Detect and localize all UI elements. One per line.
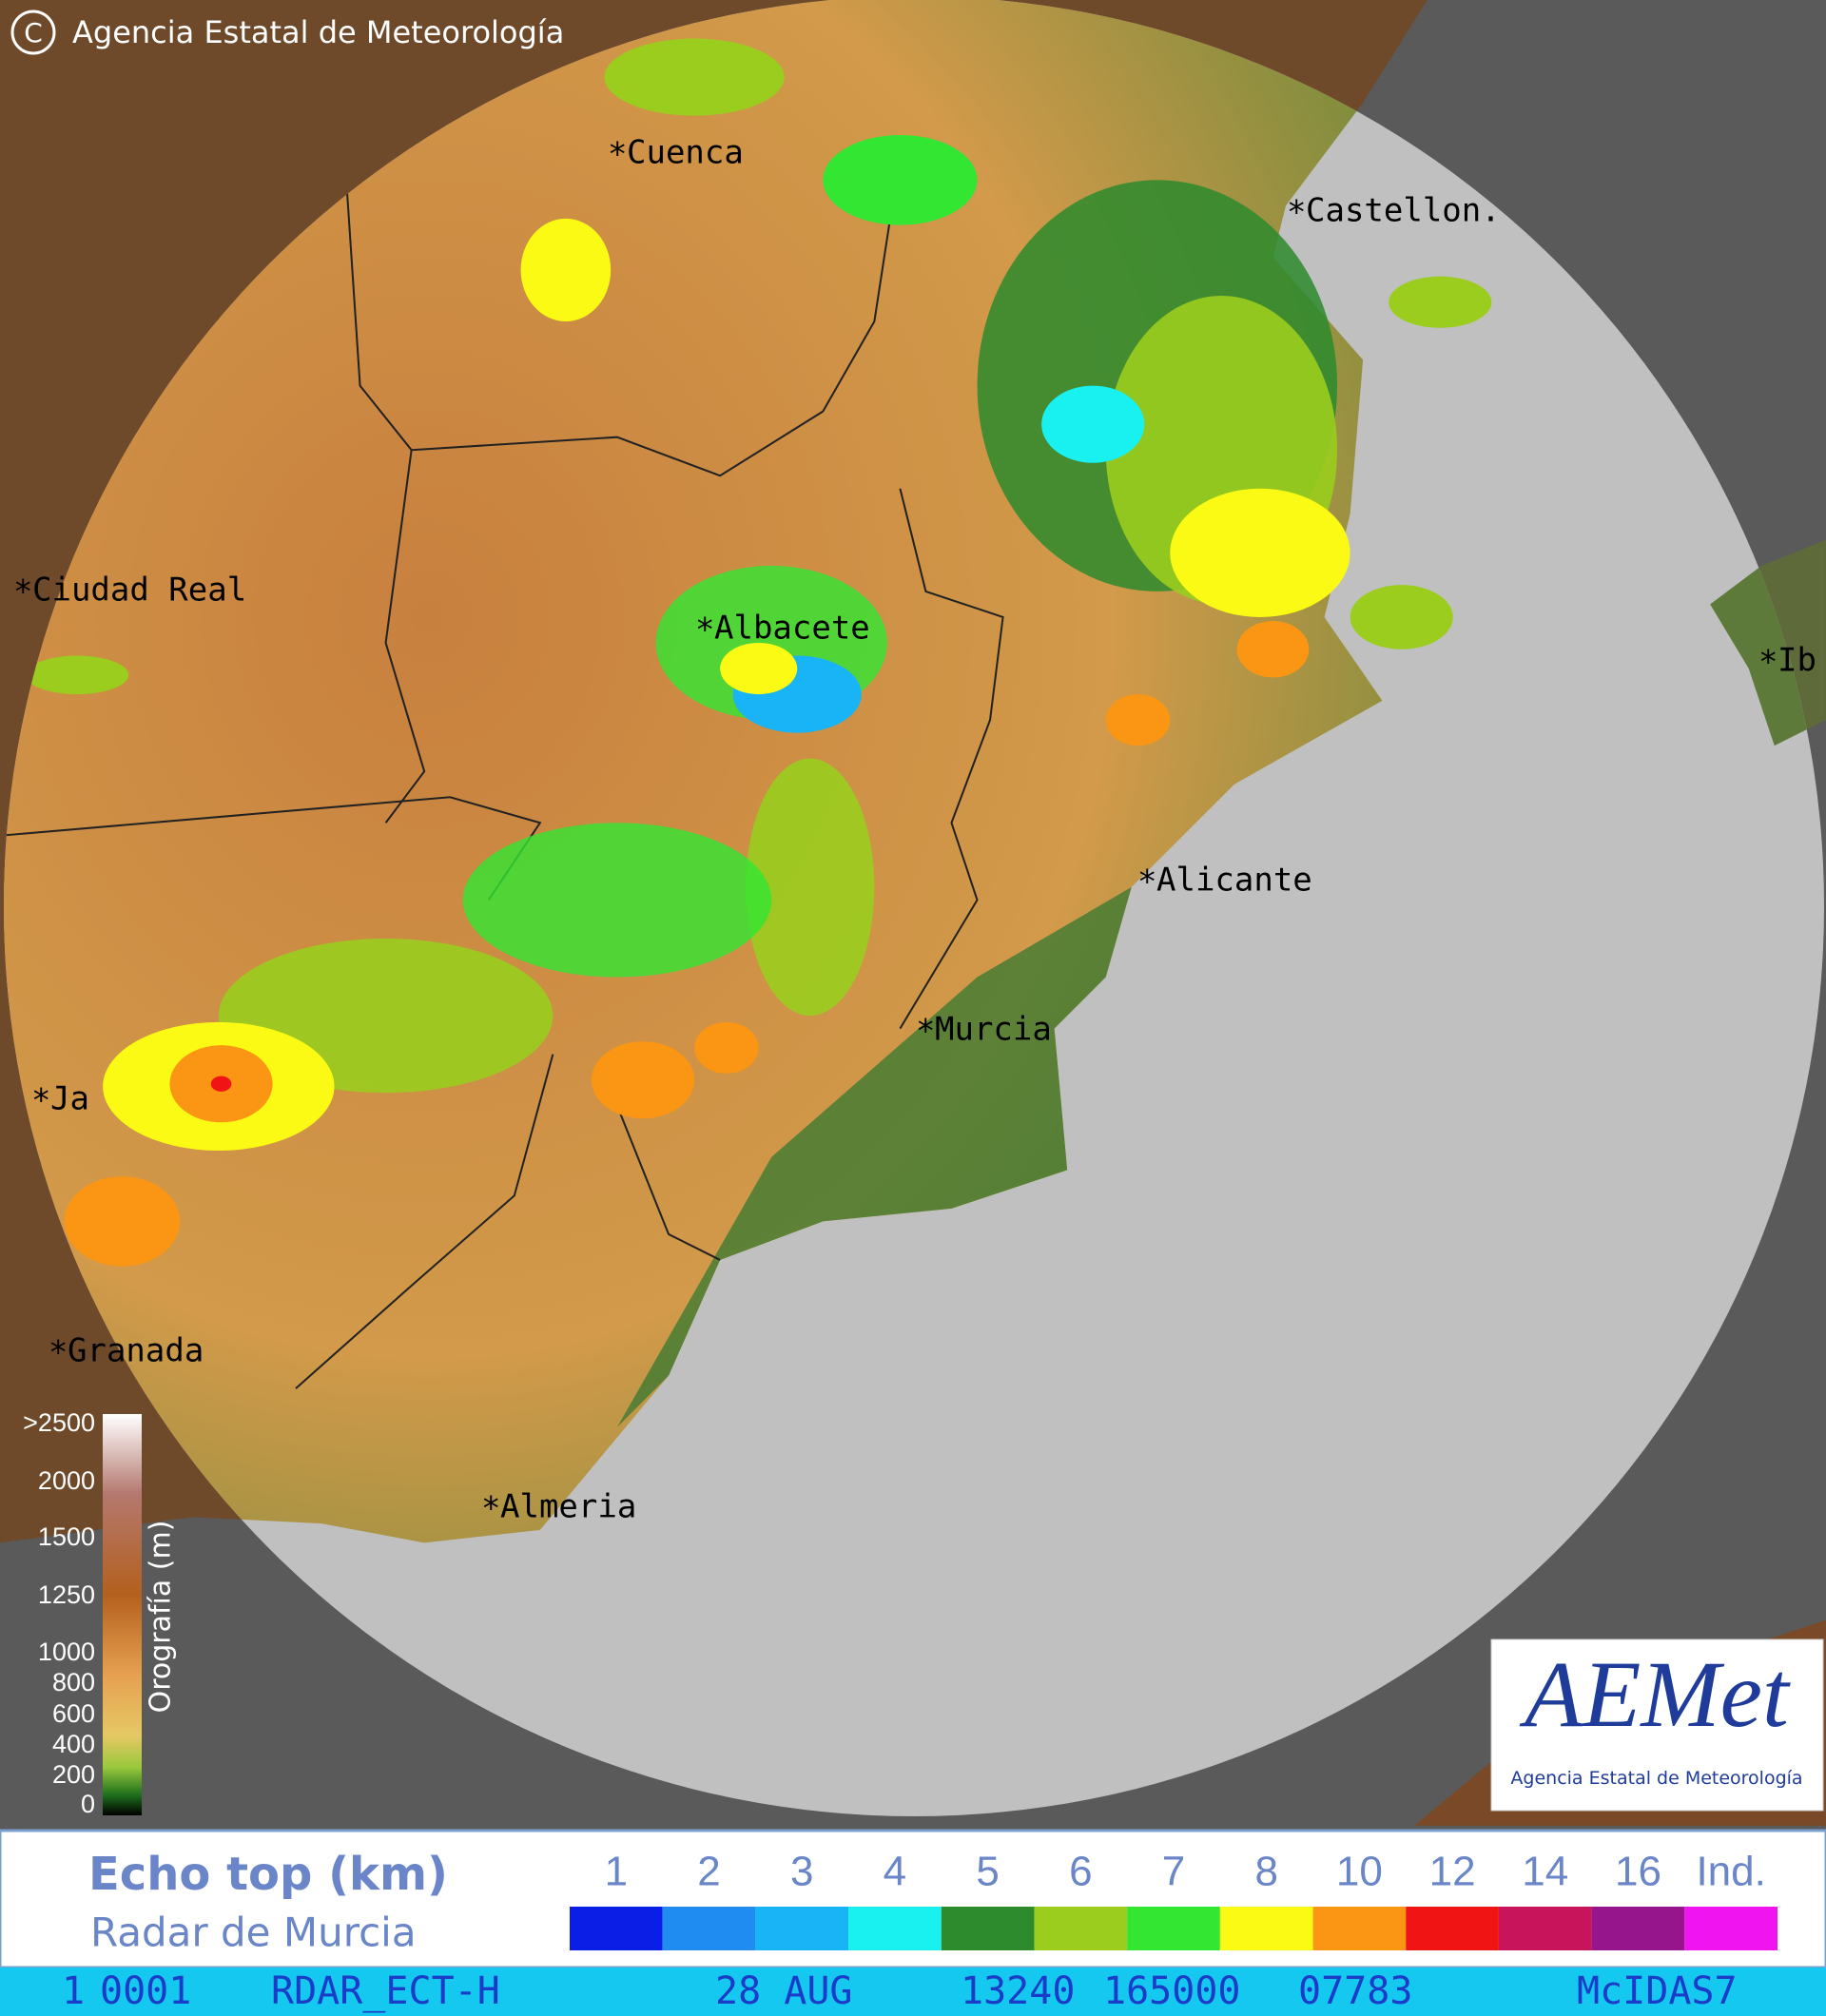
legend-title: Echo top (km) — [88, 1848, 448, 1901]
color-swatch — [848, 1907, 942, 1950]
legend-label: 14 — [1522, 1849, 1568, 1895]
status-field: 0001 — [100, 1969, 191, 2013]
color-swatch — [1498, 1907, 1592, 1950]
legend-label: 12 — [1429, 1849, 1476, 1895]
city-marker: * — [49, 1334, 68, 1372]
copyright: C Agencia Estatal de Meteorología — [10, 10, 564, 55]
legend-label: 3 — [790, 1849, 813, 1895]
city-marker: * — [1287, 194, 1306, 232]
legend-label: 8 — [1254, 1849, 1277, 1895]
legend-label: 16 — [1615, 1849, 1661, 1895]
land-inside — [4, 0, 1824, 1543]
orography-label: 800 — [52, 1668, 95, 1696]
orography-label: 400 — [52, 1730, 95, 1758]
legend-label: 6 — [1069, 1849, 1092, 1895]
city-marker: * — [31, 1082, 50, 1120]
status-field: 165000 — [1103, 1969, 1241, 2013]
orography-label: 1000 — [38, 1638, 95, 1666]
city-label: Ib — [1777, 642, 1816, 680]
status-field: 07783 — [1298, 1969, 1412, 2013]
city-label: Granada — [68, 1332, 204, 1370]
legend-label: 5 — [976, 1849, 999, 1895]
color-swatch — [755, 1907, 849, 1950]
orography-label: >2500 — [23, 1408, 95, 1437]
orography-label: 1500 — [38, 1522, 95, 1551]
legend-label: 7 — [1162, 1849, 1185, 1895]
legend-label: 2 — [697, 1849, 720, 1895]
orography-title: Orografía (m) — [145, 1521, 178, 1714]
city-marker: * — [481, 1490, 500, 1528]
city-marker: * — [916, 1013, 935, 1051]
color-swatch — [1127, 1907, 1220, 1950]
color-swatch — [662, 1907, 756, 1950]
city-label: Ja — [50, 1080, 89, 1118]
orography-label: 2000 — [38, 1466, 95, 1495]
city-label: Alicante — [1156, 862, 1312, 900]
legend-label: Ind. — [1696, 1849, 1765, 1895]
city-label: Ciudad Real — [32, 572, 246, 610]
copyright-text: Agencia Estatal de Meteorología — [72, 14, 564, 50]
status-field: 13240 — [961, 1969, 1075, 2013]
color-swatch — [1312, 1907, 1407, 1950]
color-swatch — [1591, 1907, 1685, 1950]
svg-text:C: C — [24, 17, 43, 48]
city-marker: * — [1137, 863, 1156, 901]
city-label: Cuenca — [627, 134, 744, 172]
city-marker: * — [695, 611, 714, 649]
logo: AEMet Agencia Estatal de Meteorología — [1490, 1638, 1824, 1812]
legend-subtitle: Radar de Murcia — [90, 1909, 417, 1956]
color-swatch — [1684, 1907, 1777, 1950]
orography-label: 600 — [52, 1699, 95, 1728]
status-field: McIDAS7 — [1577, 1969, 1738, 2013]
color-swatch — [570, 1907, 663, 1950]
logo-caption: Agencia Estatal de Meteorología — [1510, 1768, 1802, 1789]
color-swatch — [1034, 1907, 1128, 1950]
logo-name: AEMet — [1519, 1641, 1791, 1747]
color-swatch — [1219, 1907, 1313, 1950]
orography-label: 0 — [81, 1790, 95, 1818]
status-fields: 1 0001 RDAR_ECT-H 28 AUG 13240 165000 07783 McI… — [62, 1969, 1738, 2013]
status-bar — [0, 1968, 1826, 2016]
city-marker: * — [608, 136, 627, 174]
status-field: 28 AUG — [715, 1969, 853, 2013]
city-label: Albacete — [714, 610, 870, 648]
city-label: Almeria — [500, 1488, 636, 1526]
city-label: Murcia — [935, 1011, 1052, 1049]
orography-label: 200 — [52, 1760, 95, 1789]
legend-label: 10 — [1336, 1849, 1383, 1895]
legend-label: 4 — [884, 1849, 906, 1895]
orography-label: 1250 — [38, 1580, 95, 1609]
cities: * Cuenca* Castellon.* Ciudad Real* Albacete*… — [13, 134, 1816, 1528]
color-swatch — [941, 1907, 1035, 1950]
city-marker: * — [1758, 644, 1777, 682]
city-label: Castellon. — [1306, 192, 1501, 230]
legend-label: 1 — [605, 1849, 628, 1895]
status-field: RDAR_ECT-H — [271, 1969, 500, 2013]
radar-echoes — [26, 38, 1492, 1267]
status-field: 1 — [62, 1969, 85, 2013]
city-marker: * — [13, 573, 32, 611]
echo-legend: 1 2 3 4 5 6 7 8 10 12 14 16 Ind. — [570, 1849, 1777, 1950]
color-swatch — [1406, 1907, 1499, 1950]
